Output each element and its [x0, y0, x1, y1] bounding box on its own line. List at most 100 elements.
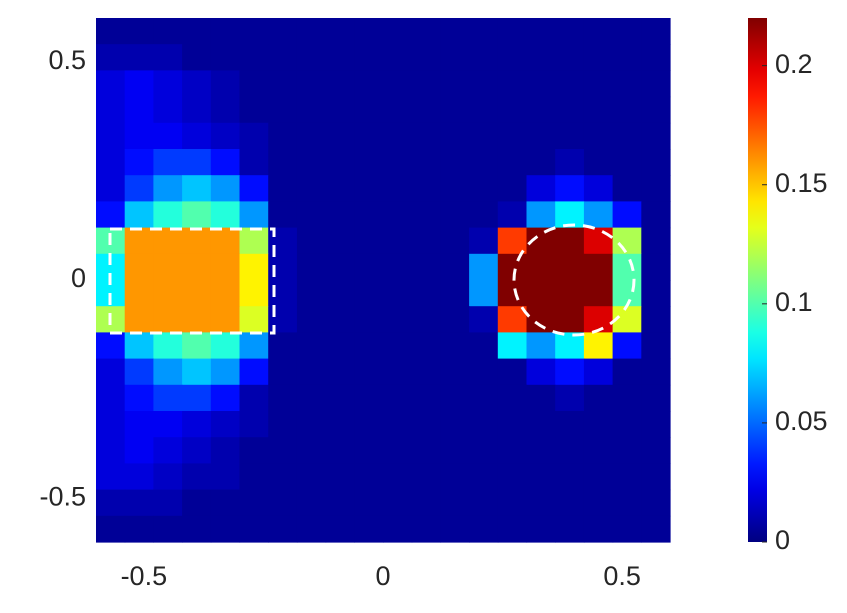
heat-cell — [296, 437, 327, 464]
heat-cell — [96, 489, 126, 517]
heat-cell — [583, 280, 614, 307]
heat-cell — [354, 149, 384, 176]
heat-cell — [383, 175, 413, 202]
heat-cell — [469, 253, 499, 281]
heat-cell — [239, 122, 269, 150]
heat-cell — [325, 96, 355, 124]
heat-cell — [383, 515, 413, 543]
heat-cell — [555, 122, 585, 150]
heat-cell — [296, 175, 327, 202]
heat-cell — [182, 149, 212, 176]
heat-cell — [526, 70, 556, 98]
heat-cell — [210, 44, 241, 71]
heat-cell — [583, 437, 614, 464]
heat-cell — [411, 96, 441, 124]
heat-cell — [555, 332, 585, 360]
heat-cell — [268, 515, 298, 543]
heat-cell — [641, 201, 671, 229]
heat-cell — [641, 175, 671, 202]
heat-cell — [612, 358, 642, 386]
heat-cell — [268, 149, 298, 176]
heat-cell — [182, 122, 212, 150]
heat-cell — [124, 149, 154, 176]
heat-cell — [153, 253, 183, 281]
heat-cell — [469, 70, 499, 98]
heat-cell — [612, 122, 642, 150]
heat-cell — [555, 358, 585, 386]
heat-cell — [325, 332, 355, 360]
heat-cell — [497, 411, 528, 438]
heat-cell — [354, 96, 384, 124]
colorbar-tick-label: 0.2 — [775, 49, 813, 79]
heat-cell — [124, 201, 154, 229]
heat-cell — [383, 149, 413, 176]
heat-cell — [239, 18, 269, 45]
heat-cell — [296, 149, 327, 176]
heat-cell — [210, 253, 241, 281]
heat-cell — [239, 358, 269, 386]
heat-cell — [268, 437, 298, 464]
heat-cell — [497, 384, 528, 412]
heat-cell — [153, 280, 183, 307]
heat-cell — [583, 149, 614, 176]
heat-cell — [153, 437, 183, 464]
heat-cell — [555, 306, 585, 333]
heat-cell — [411, 489, 441, 517]
heat-cell — [583, 96, 614, 124]
heat-cell — [383, 332, 413, 360]
heat-cell — [153, 384, 183, 412]
heat-cell — [411, 253, 441, 281]
heat-cell — [325, 227, 355, 255]
heat-cell — [526, 253, 556, 281]
heat-cell — [411, 411, 441, 438]
heat-cell — [239, 280, 269, 307]
heat-cell — [210, 149, 241, 176]
heat-cell — [325, 44, 355, 71]
heat-cell — [239, 201, 269, 229]
heat-cell — [440, 70, 470, 98]
heat-cell — [383, 463, 413, 491]
heat-cell — [96, 515, 126, 543]
heat-cell — [411, 175, 441, 202]
heat-cell — [268, 175, 298, 202]
heat-cell — [497, 358, 528, 386]
heat-cell — [354, 122, 384, 150]
heat-cell — [641, 122, 671, 150]
heat-cell — [497, 437, 528, 464]
heat-cell — [325, 358, 355, 386]
heat-cell — [526, 149, 556, 176]
heat-cell — [153, 44, 183, 71]
heat-cell — [526, 411, 556, 438]
x-tick-label: -0.5 — [121, 561, 168, 591]
heat-cell — [182, 96, 212, 124]
heat-cell — [555, 253, 585, 281]
heat-cell — [296, 70, 327, 98]
heat-cell — [210, 489, 241, 517]
heat-cell — [153, 175, 183, 202]
heat-cell — [239, 227, 269, 255]
heat-cell — [354, 227, 384, 255]
colorbar-tick-label: 0.1 — [775, 287, 813, 317]
heat-cell — [440, 489, 470, 517]
heat-cell — [440, 227, 470, 255]
heat-cell — [268, 96, 298, 124]
heat-cell — [555, 489, 585, 517]
heat-cell — [96, 201, 126, 229]
heat-cell — [583, 44, 614, 71]
heat-cell — [153, 122, 183, 150]
heat-cell — [124, 489, 154, 517]
heat-cell — [268, 489, 298, 517]
heat-cell — [440, 18, 470, 45]
heat-cell — [641, 70, 671, 98]
heat-cell — [268, 384, 298, 412]
heat-cell — [383, 384, 413, 412]
heat-cell — [641, 515, 671, 543]
heat-cell — [354, 175, 384, 202]
heat-cell — [526, 44, 556, 71]
heat-cell — [325, 515, 355, 543]
heat-cell — [526, 18, 556, 45]
heat-cell — [440, 358, 470, 386]
heat-cell — [497, 175, 528, 202]
heat-cell — [325, 280, 355, 307]
heat-cell — [239, 306, 269, 333]
